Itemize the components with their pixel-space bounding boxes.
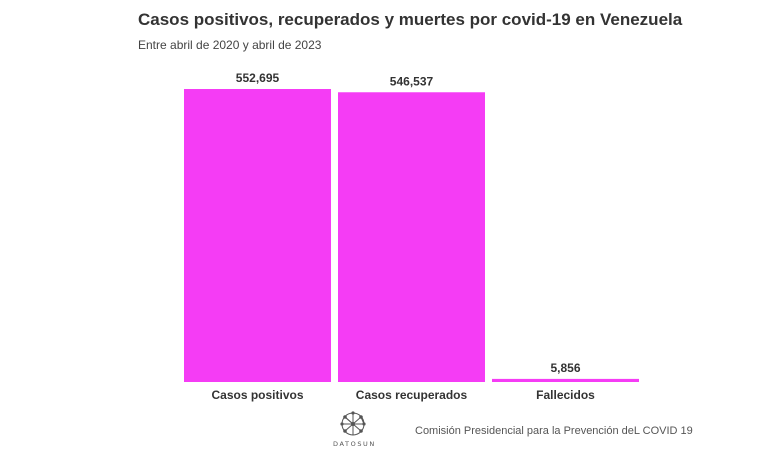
logo-text: DATOSUN xyxy=(333,440,376,448)
category-label-3: Fallecidos xyxy=(536,388,595,402)
bar-2 xyxy=(338,92,485,383)
chart-title: Casos positivos, recuperados y muertes p… xyxy=(138,10,683,29)
category-label-1: Casos positivos xyxy=(211,388,303,402)
data-label-3: 5,856 xyxy=(550,361,580,375)
datosun-logo: DATOSUN xyxy=(333,408,376,452)
bar-1 xyxy=(184,89,331,382)
source-note: Comisión Presidencial para la Prevención… xyxy=(415,425,693,437)
category-label-2: Casos recuperados xyxy=(356,388,468,402)
network-globe-icon xyxy=(340,411,366,436)
bar-3 xyxy=(492,378,639,382)
data-label-1: 552,695 xyxy=(236,71,280,85)
data-label-2: 546,537 xyxy=(390,74,434,88)
chart-subtitle: Entre abril de 2020 y abril de 2023 xyxy=(138,38,322,52)
